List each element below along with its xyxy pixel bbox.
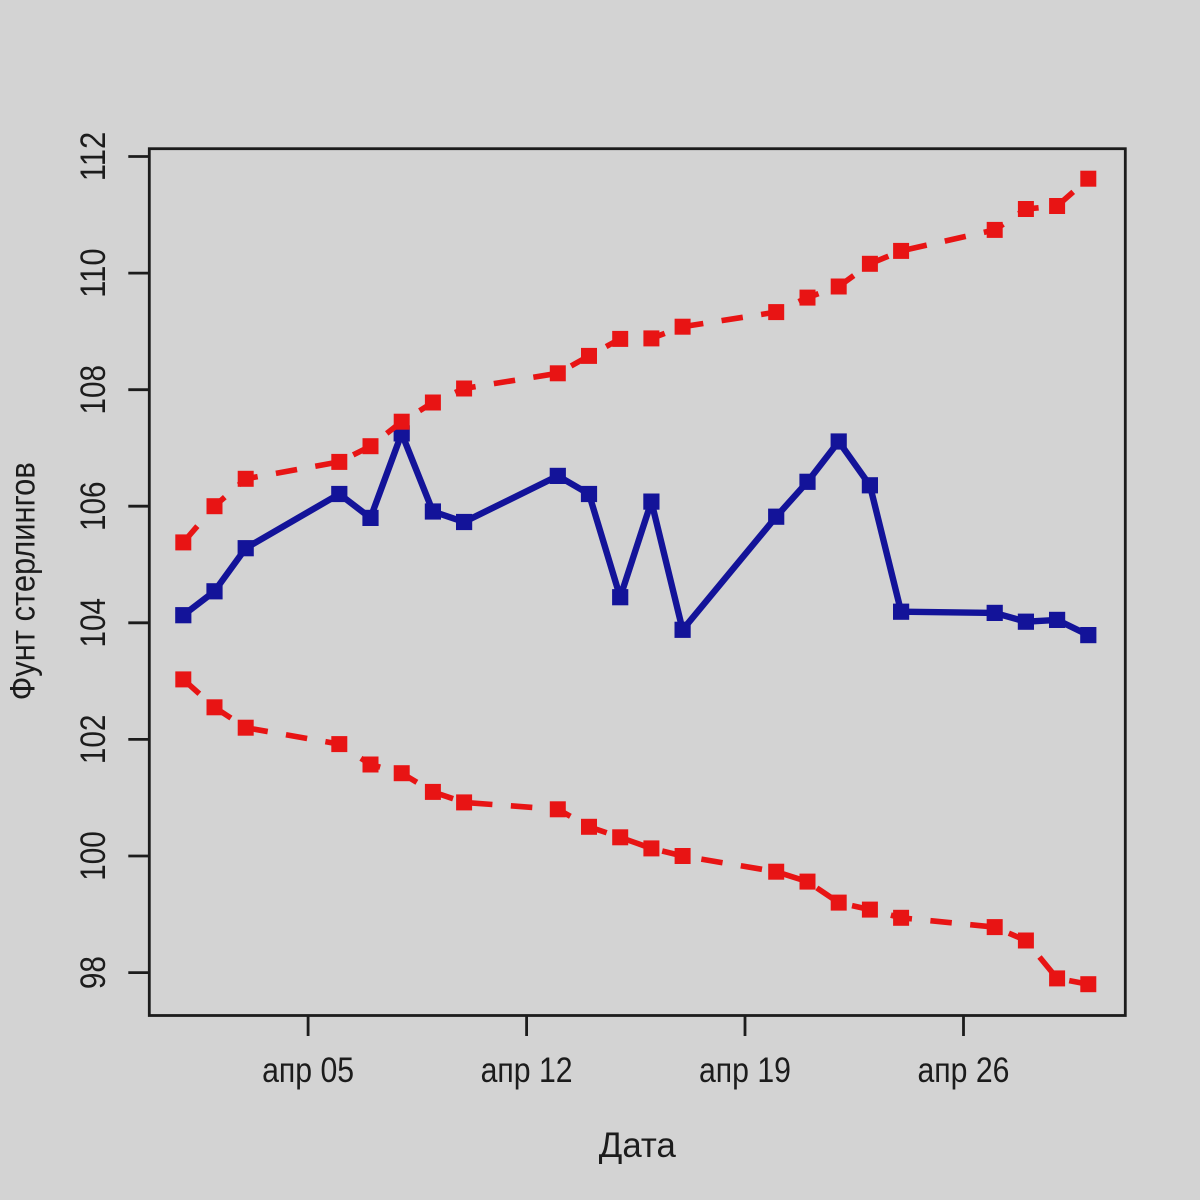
svg-text:102: 102	[74, 715, 113, 765]
svg-text:100: 100	[74, 831, 113, 881]
svg-text:106: 106	[74, 481, 113, 531]
svg-text:110: 110	[74, 248, 113, 298]
svg-text:апр 05: апр 05	[262, 1051, 354, 1090]
svg-text:апр 12: апр 12	[481, 1051, 573, 1090]
svg-text:104: 104	[74, 598, 113, 648]
svg-text:апр 26: апр 26	[918, 1051, 1010, 1090]
svg-text:Фунт стерлингов: Фунт стерлингов	[4, 462, 43, 700]
svg-text:98: 98	[74, 956, 113, 989]
svg-text:Дата: Дата	[599, 1126, 677, 1165]
svg-text:112: 112	[74, 132, 113, 182]
svg-text:апр 19: апр 19	[699, 1051, 791, 1090]
svg-text:108: 108	[74, 365, 113, 415]
